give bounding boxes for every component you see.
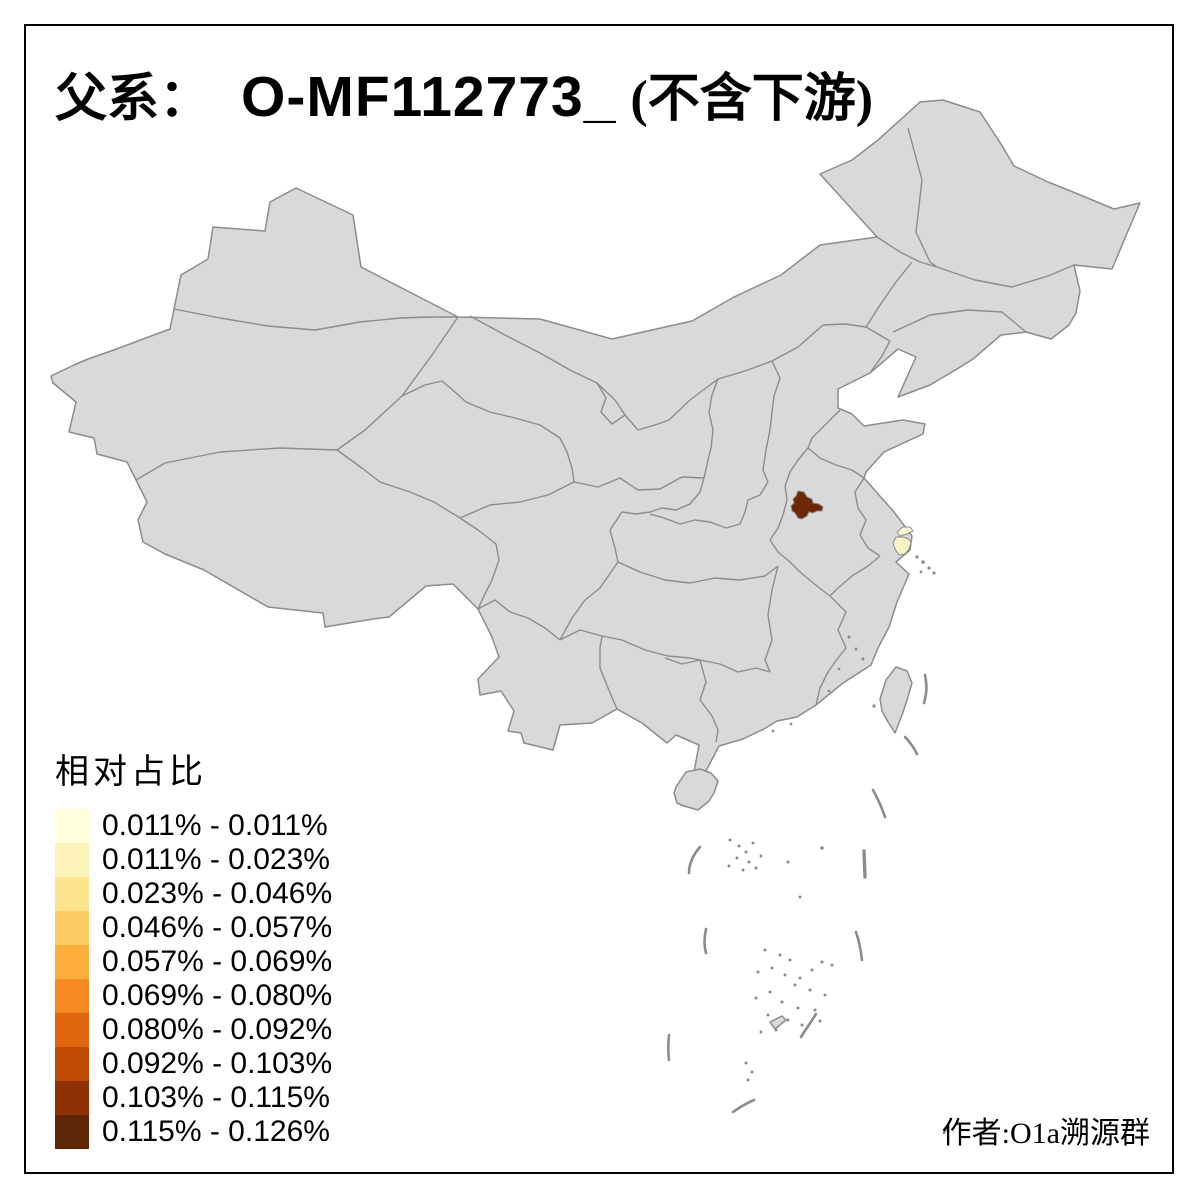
legend-label: 0.057% - 0.069% [102, 945, 333, 978]
legend-label: 0.103% - 0.115% [102, 1081, 330, 1114]
legend-swatch [55, 945, 89, 979]
legend-item: 0.069% - 0.080% [55, 979, 332, 1013]
legend-item: 0.115% - 0.126% [55, 1115, 332, 1149]
legend-item: 0.011% - 0.023% [55, 843, 332, 877]
legend-swatch [55, 1013, 89, 1047]
legend-label: 0.011% - 0.011% [102, 809, 328, 842]
legend-label: 0.046% - 0.057% [102, 911, 333, 944]
legend-swatch [55, 1115, 89, 1149]
taiwan-island [879, 666, 913, 734]
legend-item: 0.011% - 0.011% [55, 809, 332, 843]
legend-swatch [55, 979, 89, 1013]
legend-label: 0.069% - 0.080% [102, 979, 333, 1012]
attribution: 作者:O1a溯源群 [942, 1108, 1150, 1152]
legend-swatch [55, 911, 89, 945]
legend-item: 0.057% - 0.069% [55, 945, 332, 979]
legend-items: 0.011% - 0.011% 0.011% - 0.023% 0.023% - 0… [55, 809, 332, 1149]
legend-item: 0.023% - 0.046% [55, 877, 332, 911]
legend-swatch [55, 1047, 89, 1081]
legend-item: 0.103% - 0.115% [55, 1081, 332, 1115]
legend-label: 0.023% - 0.046% [102, 877, 333, 910]
region-darkest [790, 490, 824, 520]
hainan-island [673, 768, 719, 811]
title-suffix: (不含下游) [630, 71, 874, 128]
legend-label: 0.080% - 0.092% [102, 1013, 333, 1046]
mainland-outline [50, 99, 1141, 777]
spratly-large-island [769, 1015, 787, 1030]
legend-swatch [55, 1081, 89, 1115]
legend-label: 0.011% - 0.023% [102, 843, 330, 876]
legend-label: 0.115% - 0.126% [102, 1115, 330, 1148]
legend-swatch [55, 843, 89, 877]
colored-regions [790, 490, 914, 556]
title-prefix: 父系： [55, 71, 212, 128]
nine-dash-line [666, 673, 953, 1135]
legend-item: 0.046% - 0.057% [55, 911, 332, 945]
legend-title: 相对占比 [55, 754, 207, 791]
legend-item: 0.080% - 0.092% [55, 1013, 332, 1047]
legend-item: 0.092% - 0.103% [55, 1047, 332, 1081]
attribution-text: 作者:O1a溯源群 [941, 1117, 1150, 1150]
page-title: 父系： O-MF112773_ (不含下游) [55, 56, 873, 131]
legend: 相对占比 0.011% - 0.011% 0.011% - 0.023% 0.023… [55, 744, 332, 1149]
legend-label: 0.092% - 0.103% [102, 1047, 333, 1080]
title-haplogroup: O-MF112773_ [241, 65, 617, 129]
small-islands [727, 555, 936, 1082]
region-light-north [896, 526, 914, 537]
region-light-south [892, 536, 912, 556]
province-borders [135, 127, 1075, 743]
legend-swatch [55, 809, 89, 843]
legend-swatch [55, 877, 89, 911]
